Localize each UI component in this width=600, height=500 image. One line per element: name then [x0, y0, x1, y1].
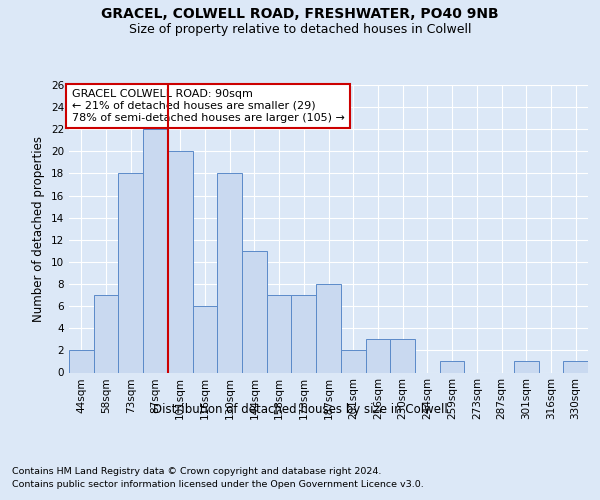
Bar — [69, 350, 94, 372]
Bar — [292, 295, 316, 372]
Bar — [193, 306, 217, 372]
Text: Contains public sector information licensed under the Open Government Licence v3: Contains public sector information licen… — [12, 480, 424, 489]
Bar — [563, 362, 588, 372]
Bar — [242, 251, 267, 372]
Text: Size of property relative to detached houses in Colwell: Size of property relative to detached ho… — [129, 22, 471, 36]
Text: GRACEL, COLWELL ROAD, FRESHWATER, PO40 9NB: GRACEL, COLWELL ROAD, FRESHWATER, PO40 9… — [101, 8, 499, 22]
Bar — [94, 295, 118, 372]
Y-axis label: Number of detached properties: Number of detached properties — [32, 136, 46, 322]
Bar — [440, 362, 464, 372]
Bar — [514, 362, 539, 372]
Bar — [267, 295, 292, 372]
Bar — [118, 174, 143, 372]
Bar — [390, 340, 415, 372]
Text: GRACEL COLWELL ROAD: 90sqm
← 21% of detached houses are smaller (29)
78% of semi: GRACEL COLWELL ROAD: 90sqm ← 21% of deta… — [71, 90, 344, 122]
Bar — [168, 152, 193, 372]
Bar — [217, 174, 242, 372]
Bar — [316, 284, 341, 372]
Text: Distribution of detached houses by size in Colwell: Distribution of detached houses by size … — [152, 402, 448, 415]
Bar — [365, 340, 390, 372]
Bar — [341, 350, 365, 372]
Bar — [143, 129, 168, 372]
Text: Contains HM Land Registry data © Crown copyright and database right 2024.: Contains HM Land Registry data © Crown c… — [12, 468, 382, 476]
